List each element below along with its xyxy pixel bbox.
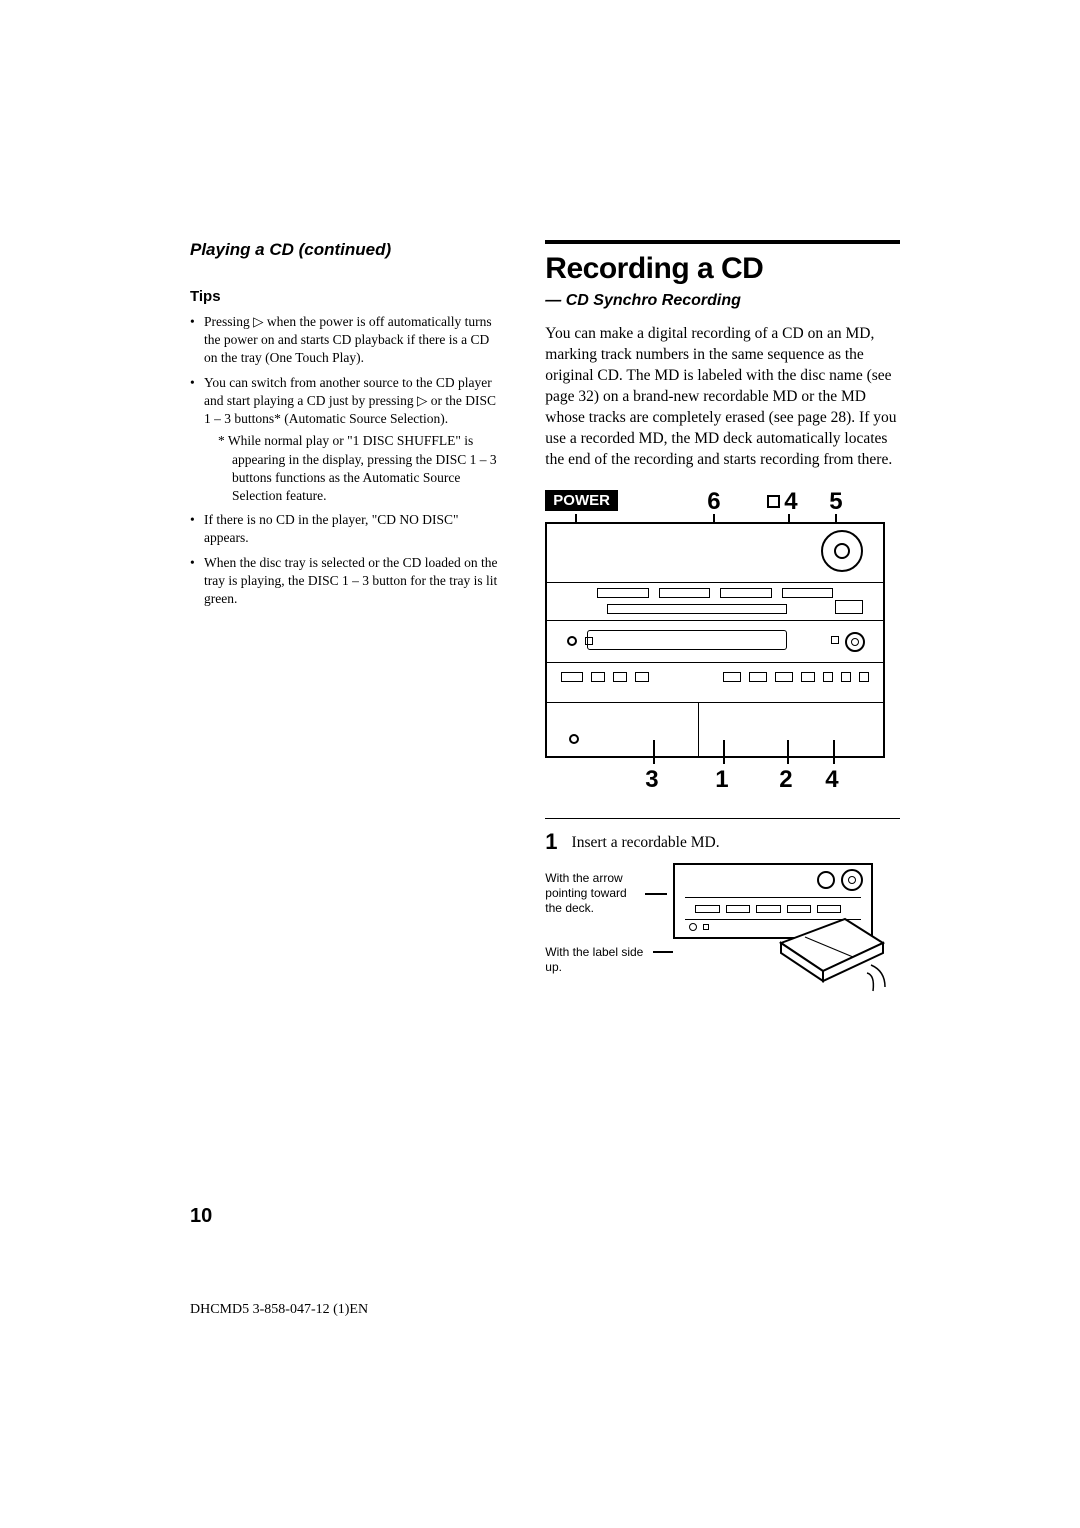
main-heading: Recording a CD: [545, 252, 900, 286]
callout-row-bottom: 3 1 2 4: [545, 758, 885, 800]
power-label: POWER: [545, 490, 618, 511]
callout-number: 6: [707, 488, 720, 516]
play-icon: ▷: [253, 313, 263, 331]
caption-label: With the label side up.: [545, 945, 655, 975]
leader-line: [833, 740, 835, 764]
sub-heading: — CD Synchro Recording: [545, 292, 900, 310]
jog-dial-icon: [821, 530, 863, 572]
md-disc-icon: [775, 915, 895, 995]
callout-number: 4: [825, 766, 838, 794]
intro-paragraph: You can make a digital recording of a CD…: [545, 324, 900, 470]
tips-list: Pressing ▷ when the power is off automat…: [190, 313, 505, 608]
leader-line: [723, 740, 725, 764]
tip-item: When the disc tray is selected or the CD…: [190, 554, 505, 609]
callout-number: 3: [645, 766, 658, 794]
tip-item: Pressing ▷ when the power is off automat…: [190, 313, 505, 368]
tips-heading: Tips: [190, 288, 505, 305]
callout-number: 5: [829, 488, 842, 516]
callout-number: 4: [767, 488, 797, 516]
step-1: 1 Insert a recordable MD.: [545, 831, 900, 853]
step-text: Insert a recordable MD.: [572, 831, 720, 852]
heading-rule: [545, 240, 900, 244]
leader-line: [787, 740, 789, 764]
leader-line: [653, 740, 655, 764]
tip-subnote: While normal play or "1 DISC SHUFFLE" is…: [204, 432, 505, 505]
continued-title: Playing a CD (continued): [190, 240, 505, 260]
device-outline: [545, 522, 885, 758]
stop-icon: [767, 495, 780, 508]
step-rule: [545, 818, 900, 819]
device-diagram: POWER 6 4 5: [545, 488, 885, 800]
tip-item: You can switch from another source to th…: [190, 374, 505, 506]
leader-line: [653, 951, 673, 953]
left-column: Playing a CD (continued) Tips Pressing ▷…: [190, 240, 505, 1003]
caption-arrow: With the arrow pointing toward the deck.: [545, 871, 645, 916]
tip-item: If there is no CD in the player, "CD NO …: [190, 511, 505, 547]
callout-row-top: POWER 6 4 5: [545, 488, 885, 522]
play-icon: ▷: [417, 392, 427, 410]
callout-number: 2: [779, 766, 792, 794]
callout-number: 1: [715, 766, 728, 794]
insert-md-figure: With the arrow pointing toward the deck.…: [545, 863, 885, 1003]
tip-text: Pressing: [204, 314, 253, 329]
step-number: 1: [545, 831, 557, 853]
footer-code: DHCMD5 3-858-047-12 (1)EN: [190, 1302, 368, 1318]
power-button-icon: [567, 636, 577, 646]
leader-line: [645, 893, 667, 895]
right-column: Recording a CD — CD Synchro Recording Yo…: [545, 240, 900, 1003]
knob-icon: [845, 632, 865, 652]
callout-digit: 4: [784, 488, 797, 515]
page-number: 10: [190, 1205, 212, 1228]
